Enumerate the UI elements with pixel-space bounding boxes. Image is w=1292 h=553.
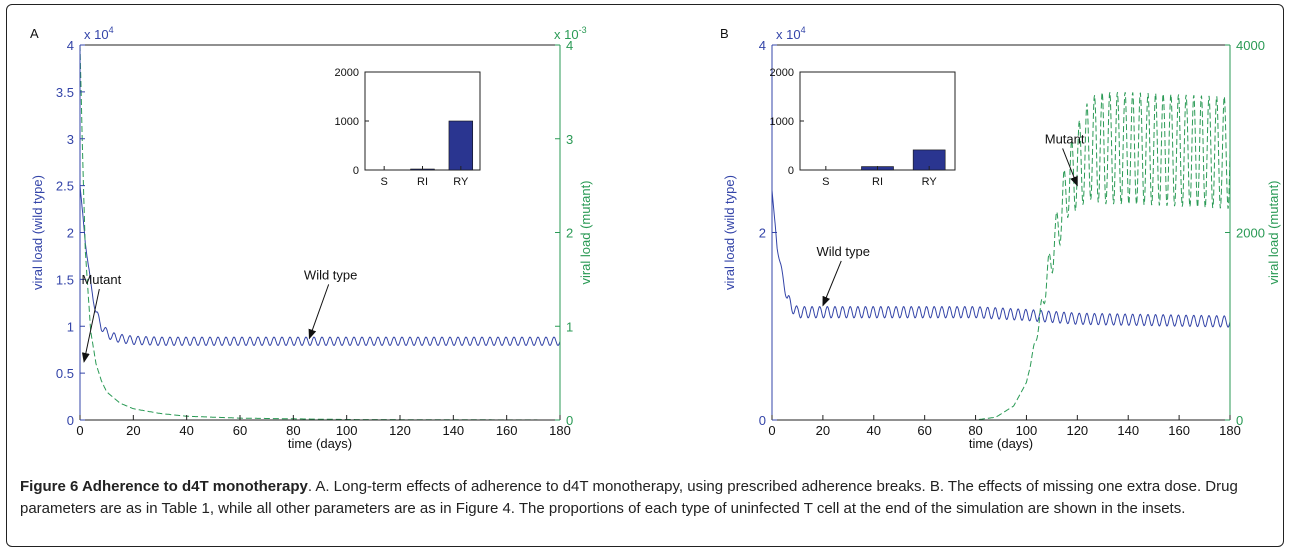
panel-a-left-exponent-power: 4 xyxy=(109,25,114,35)
panel-a-left-tick-label: 2.5 xyxy=(56,179,74,194)
panel-a-right-tick-label: 3 xyxy=(566,132,573,147)
panel-a-y-label-right: viral load (mutant) xyxy=(578,180,593,284)
panel-a-inset-x-tick-label: RI xyxy=(417,176,428,188)
panel-a-inset-x-tick-label: RY xyxy=(453,176,469,188)
panel-a-annotation-label: Wild type xyxy=(304,267,357,282)
caption-figure-label: Figure 6 Adherence to d4T monotherapy xyxy=(20,478,308,495)
panel-b-left-tick-label: 0 xyxy=(759,413,766,428)
panel-a-right-exponent: x 10-3 xyxy=(554,25,587,42)
panel-b-left-exponent: x 104 xyxy=(776,25,806,42)
panel-b-x-tick-label: 60 xyxy=(917,423,931,438)
panel-b-x-tick-label: 100 xyxy=(1016,423,1038,438)
panel-a-left-tick-label: 0 xyxy=(67,413,74,428)
panel-a-right-tick-label: 1 xyxy=(566,319,573,334)
panel-b-left-tick-label: 4 xyxy=(759,38,766,53)
panel-a-y-label-left: viral load (wild type) xyxy=(30,175,45,290)
panel-b-y-label-left: viral load (wild type) xyxy=(722,175,737,290)
panel-a-x-tick-label: 80 xyxy=(286,423,300,438)
panel-a-x-tick-label: 60 xyxy=(233,423,247,438)
panel-b-right-tick-label: 2000 xyxy=(1236,226,1265,241)
panel-b-x-tick-label: 120 xyxy=(1066,423,1088,438)
panel-a-left-tick-label: 0.5 xyxy=(56,366,74,381)
panel-b-inset-x-tick-label: RY xyxy=(922,176,938,188)
panel-a-x-label: time (days) xyxy=(288,436,352,451)
panel-b-x-tick-label: 0 xyxy=(768,423,775,438)
panel-a-x-tick-label: 0 xyxy=(76,423,83,438)
panel-b-x-tick-label: 20 xyxy=(816,423,830,438)
panel-b-annotation-label: Mutant xyxy=(1045,131,1085,146)
panel-b-inset: 0 1000 2000 S RI RY xyxy=(770,67,956,188)
panel-a-inset-bar-ry xyxy=(448,120,474,171)
panel-a-right-tick-label: 4 xyxy=(566,38,573,53)
caption-text: . A. Long-term effects of adherence to d… xyxy=(20,478,1238,517)
panel-b-inset-y-tick-label: 0 xyxy=(788,165,794,177)
panel-a-series-mutant xyxy=(79,44,560,421)
panel-b-y-label-right: viral load (mutant) xyxy=(1266,180,1281,284)
panel-a-left-tick-label: 2 xyxy=(67,226,74,241)
panel-a-left-tick-label: 3.5 xyxy=(56,85,74,100)
panel-a-left-tick-label: 3 xyxy=(67,132,74,147)
panel-a-left-tick-label: 1 xyxy=(67,319,74,334)
panel-a-x-tick-label: 140 xyxy=(442,423,464,438)
panel-a-inset-x-tick-label: S xyxy=(380,176,387,188)
panel-b-label: B xyxy=(720,26,729,41)
panel-b-inset-x-tick-label: RI xyxy=(872,176,883,188)
panel-a-x-tick-label: 120 xyxy=(389,423,411,438)
panel-b-annotation-label: Wild type xyxy=(817,244,870,259)
panel-b-inset-y-tick-label: 1000 xyxy=(770,116,794,128)
panel-a-series-wild-type xyxy=(79,185,561,346)
panel-a-x-tick-label: 100 xyxy=(336,423,358,438)
panel-b-annotation-arrow xyxy=(822,260,842,307)
panel-b-inset-y-tick-label: 2000 xyxy=(770,67,794,79)
panel-a-inset-y-tick-label: 0 xyxy=(353,165,359,177)
panel-a-annotation-label: Mutant xyxy=(81,272,121,287)
figure-caption: Figure 6 Adherence to d4T monotherapy. A… xyxy=(20,476,1275,520)
panel-a-x-tick-label: 20 xyxy=(126,423,140,438)
panel-b-x-tick-label: 160 xyxy=(1168,423,1190,438)
figure-frame xyxy=(6,4,1284,547)
panel-b-x-tick-label: 180 xyxy=(1219,423,1241,438)
panel-a-annotation-arrow xyxy=(81,288,100,363)
panel-a-x-tick-label: 160 xyxy=(496,423,518,438)
panel-b-x-label: time (days) xyxy=(969,436,1033,451)
panel-a-label: A xyxy=(30,26,39,41)
panel-a-x-tick-label: 40 xyxy=(179,423,193,438)
panel-b-annotation-arrow xyxy=(1062,148,1078,187)
panel-a-left-tick-label: 1.5 xyxy=(56,272,74,287)
panel-a-inset: 0 1000 2000 S RI RY xyxy=(335,67,481,188)
panel-a-x-tick-label: 180 xyxy=(549,423,571,438)
panel-a-right-tick-label: 0 xyxy=(566,413,573,428)
panel-a-inset-y-tick-label: 2000 xyxy=(335,67,359,79)
panel-a-left-exponent: x 104 xyxy=(84,25,114,42)
panel-b-inset-x-tick-label: S xyxy=(822,176,829,188)
panel-a-right-tick-label: 2 xyxy=(566,226,573,241)
panel-a-right-exponent-power: -3 xyxy=(579,25,587,35)
panel-b-left-exponent-power: 4 xyxy=(801,25,806,35)
panel-b-right-tick-label: 4000 xyxy=(1236,38,1265,53)
panel-b-x-tick-label: 80 xyxy=(968,423,982,438)
panel-a-inset-y-tick-label: 1000 xyxy=(335,116,359,128)
panel-b-right-tick-label: 0 xyxy=(1236,413,1243,428)
panel-a-annotation-arrow xyxy=(308,284,330,340)
panel-b-left-tick-label: 2 xyxy=(759,226,766,241)
panel-b-x-tick-label: 140 xyxy=(1117,423,1139,438)
panel-a-left-tick-label: 4 xyxy=(67,38,74,53)
panel-b-x-tick-label: 40 xyxy=(867,423,881,438)
panel-b-series-wild-type xyxy=(771,190,1231,328)
